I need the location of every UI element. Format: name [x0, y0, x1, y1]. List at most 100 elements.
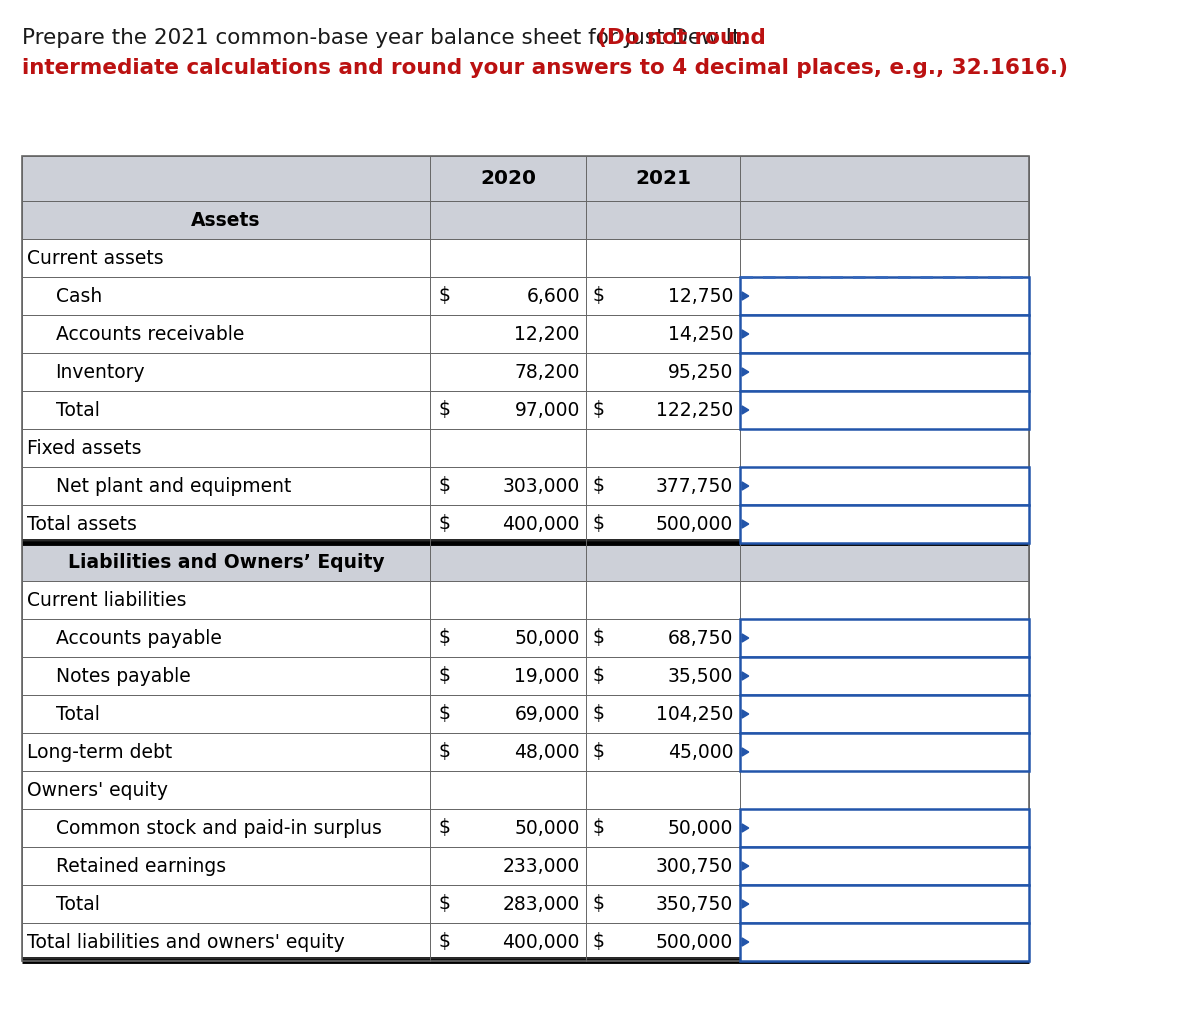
Text: $: $	[592, 476, 604, 496]
Text: Total: Total	[56, 400, 99, 420]
Text: 104,250: 104,250	[656, 705, 733, 723]
Text: 95,250: 95,250	[668, 362, 733, 382]
Text: Prepare the 2021 common-base year balance sheet for Just Dew It.: Prepare the 2021 common-base year balanc…	[21, 28, 755, 48]
Bar	[21, 353, 1029, 391]
Polygon shape	[741, 710, 749, 718]
Text: 350,750: 350,750	[656, 895, 733, 913]
Text: Owners' equity: Owners' equity	[27, 781, 168, 799]
Text: Accounts receivable: Accounts receivable	[56, 324, 244, 344]
Bar	[740, 808, 1029, 847]
Text: $: $	[592, 819, 604, 837]
Bar	[740, 695, 1029, 733]
Text: $: $	[439, 514, 451, 534]
Text: intermediate calculations and round your answers to 4 decimal places, e.g., 32.1: intermediate calculations and round your…	[21, 58, 1068, 78]
Text: Total liabilities and owners' equity: Total liabilities and owners' equity	[27, 933, 344, 951]
Polygon shape	[741, 938, 749, 946]
Polygon shape	[741, 292, 749, 300]
Text: $: $	[592, 286, 604, 306]
Text: 300,750: 300,750	[656, 857, 733, 875]
Bar	[21, 391, 1029, 429]
Bar	[21, 505, 1029, 543]
Text: $: $	[439, 743, 451, 761]
Text: 50,000: 50,000	[668, 819, 733, 837]
Bar	[740, 923, 1029, 961]
Polygon shape	[741, 824, 749, 832]
Text: 400,000: 400,000	[503, 514, 579, 534]
Text: $: $	[439, 667, 451, 685]
Text: $: $	[592, 895, 604, 913]
Bar	[21, 156, 1029, 961]
Bar	[21, 847, 1029, 885]
Bar	[21, 733, 1029, 771]
Text: Current assets: Current assets	[27, 248, 164, 268]
Bar	[21, 429, 1029, 467]
Bar	[21, 619, 1029, 657]
Bar	[21, 808, 1029, 847]
Text: 12,200: 12,200	[515, 324, 579, 344]
Text: $: $	[439, 705, 451, 723]
Polygon shape	[741, 900, 749, 908]
Text: $: $	[439, 400, 451, 420]
Text: 303,000: 303,000	[503, 476, 579, 496]
Bar	[21, 201, 1029, 239]
Text: $: $	[592, 400, 604, 420]
Bar	[21, 771, 1029, 808]
Text: Retained earnings: Retained earnings	[56, 857, 225, 875]
Text: 50,000: 50,000	[515, 819, 579, 837]
Text: 400,000: 400,000	[503, 933, 579, 951]
Text: 50,000: 50,000	[515, 629, 579, 647]
Text: Assets: Assets	[191, 210, 261, 230]
Text: Accounts payable: Accounts payable	[56, 629, 222, 647]
Text: Cash: Cash	[56, 286, 101, 306]
Polygon shape	[741, 406, 749, 415]
Text: Current liabilities: Current liabilities	[27, 591, 187, 609]
Bar	[21, 923, 1029, 961]
Polygon shape	[741, 634, 749, 642]
Text: Fixed assets: Fixed assets	[27, 438, 142, 458]
Text: $: $	[439, 629, 451, 647]
Text: 19,000: 19,000	[515, 667, 579, 685]
Polygon shape	[741, 862, 749, 870]
Bar	[740, 353, 1029, 391]
Bar	[21, 467, 1029, 505]
Text: 500,000: 500,000	[656, 933, 733, 951]
Polygon shape	[741, 482, 749, 490]
Text: (Do not round: (Do not round	[597, 28, 766, 48]
Text: $: $	[592, 933, 604, 951]
Text: 78,200: 78,200	[515, 362, 579, 382]
Bar	[21, 885, 1029, 923]
Text: 2020: 2020	[480, 169, 536, 188]
Text: 69,000: 69,000	[515, 705, 579, 723]
Polygon shape	[741, 672, 749, 680]
Bar	[740, 391, 1029, 429]
Bar	[740, 315, 1029, 353]
Text: Common stock and paid-in surplus: Common stock and paid-in surplus	[56, 819, 381, 837]
Text: $: $	[439, 286, 451, 306]
Bar	[21, 277, 1029, 315]
Text: Notes payable: Notes payable	[56, 667, 191, 685]
Bar	[21, 315, 1029, 353]
Bar	[21, 239, 1029, 277]
Bar	[740, 467, 1029, 505]
Bar	[740, 277, 1029, 315]
Text: 45,000: 45,000	[668, 743, 733, 761]
Bar	[740, 847, 1029, 885]
Text: $: $	[592, 514, 604, 534]
Text: $: $	[439, 476, 451, 496]
Text: 233,000: 233,000	[503, 857, 579, 875]
Text: 35,500: 35,500	[668, 667, 733, 685]
Polygon shape	[741, 368, 749, 377]
Text: Liabilities and Owners’ Equity: Liabilities and Owners’ Equity	[68, 552, 384, 571]
Text: $: $	[439, 933, 451, 951]
Polygon shape	[741, 748, 749, 756]
Text: 122,250: 122,250	[656, 400, 733, 420]
Text: Total: Total	[56, 705, 99, 723]
Bar	[21, 156, 1029, 201]
Bar	[740, 657, 1029, 695]
Text: 14,250: 14,250	[668, 324, 733, 344]
Bar	[740, 733, 1029, 771]
Text: Net plant and equipment: Net plant and equipment	[56, 476, 291, 496]
Text: $: $	[592, 743, 604, 761]
Text: 48,000: 48,000	[515, 743, 579, 761]
Text: 377,750: 377,750	[656, 476, 733, 496]
